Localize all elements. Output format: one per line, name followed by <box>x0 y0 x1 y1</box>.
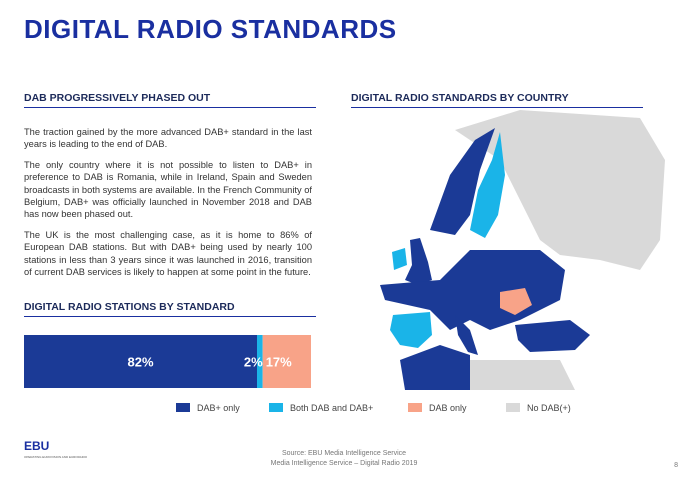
legend-swatch <box>269 403 283 412</box>
bar-segment <box>262 335 311 388</box>
paragraph: The only country where it is not possibl… <box>24 159 312 220</box>
country <box>455 315 478 355</box>
legend-label: No DAB(+) <box>527 403 571 413</box>
section-heading: DAB PROGRESSIVELY PHASED OUT <box>24 92 316 108</box>
country <box>500 288 532 315</box>
bar-segment <box>257 335 263 388</box>
section-heading: DIGITAL RADIO STANDARDS BY COUNTRY <box>351 92 643 108</box>
legend-swatch <box>506 403 520 412</box>
country <box>405 238 432 285</box>
paragraph: The UK is the most challenging case, as … <box>24 229 312 278</box>
country <box>470 132 505 238</box>
legend-label: DAB only <box>429 403 467 413</box>
text-block: The traction gained by the more advanced… <box>24 126 312 286</box>
bar-segment <box>24 335 258 388</box>
legend-swatch <box>408 403 422 412</box>
section-heading: DIGITAL RADIO STATIONS BY STANDARD <box>24 301 316 317</box>
country <box>470 360 575 390</box>
publication: Media Intelligence Service – Digital Rad… <box>271 460 418 467</box>
country <box>400 345 470 390</box>
data-label: 82% <box>127 355 153 370</box>
map <box>380 110 665 390</box>
paragraph: The traction gained by the more advanced… <box>24 127 312 150</box>
page-number: 8 <box>674 462 678 469</box>
country <box>455 110 665 270</box>
country <box>515 320 590 352</box>
source: Source: EBU Media Intelligence Service <box>282 450 406 457</box>
data-label: 2% <box>244 355 263 370</box>
logo-tagline: OPERATING EUROVISION AND EURORADIO <box>24 455 88 459</box>
data-label: 17% <box>266 355 292 370</box>
country <box>392 248 407 270</box>
logo: EBU <box>24 439 49 453</box>
legend-label: Both DAB and DAB+ <box>290 403 373 413</box>
page-title: DIGITAL RADIO STANDARDS <box>24 14 397 44</box>
country <box>430 128 495 235</box>
country <box>390 312 432 348</box>
legend-label: DAB+ only <box>197 403 240 413</box>
legend-swatch <box>176 403 190 412</box>
